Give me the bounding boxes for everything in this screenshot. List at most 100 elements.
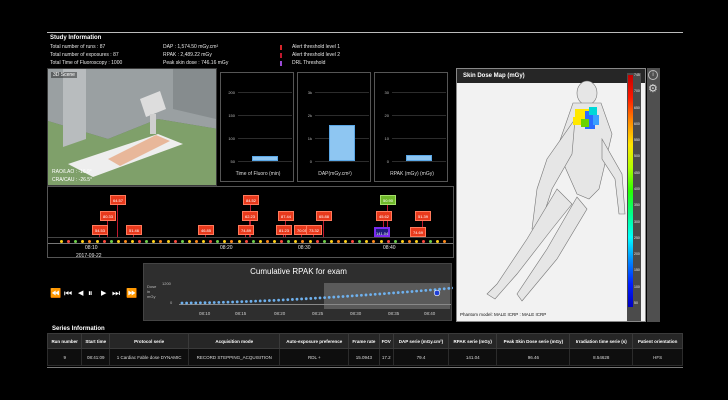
rpak-label: RPAK (mGy) (mGy)	[390, 171, 434, 177]
colorbar-label: 550	[634, 138, 640, 143]
fast-backward-icon[interactable]: ⏪	[50, 288, 62, 298]
cumulative-axis	[179, 304, 451, 305]
xtick-label: 08:40	[424, 311, 436, 316]
skip-backward-icon[interactable]: ◀	[78, 290, 84, 297]
timeline-label: 08:30	[298, 245, 311, 251]
timeline-axis-secondary	[48, 237, 453, 238]
cumulative-point	[424, 288, 428, 292]
cumulative-point	[383, 292, 386, 296]
column-header[interactable]: Auto-exposure preference	[279, 333, 350, 349]
gridline	[392, 138, 446, 139]
gridline	[238, 161, 292, 162]
table-cell: 08:41:09	[81, 348, 111, 366]
timeline-event-marker[interactable]: 80.33	[100, 211, 116, 221]
timeline-event-marker[interactable]: 74.89	[238, 225, 254, 235]
xtick-label: 08:10	[199, 311, 211, 316]
scene-title: 3D Scene	[51, 72, 77, 78]
timeline-event-marker[interactable]: 64.57	[110, 195, 126, 205]
event-dot	[301, 240, 305, 243]
table-cell: 17.2	[378, 348, 394, 366]
current-point[interactable]	[433, 289, 441, 297]
fast-forward-icon[interactable]: ⏩	[126, 288, 138, 298]
step-backward-icon[interactable]: ⏮	[64, 288, 73, 298]
cumulative-chart[interactable]: Cumulative RPAK for exam Dose in mGy 120…	[143, 263, 453, 321]
column-header[interactable]: Acquisition mode	[188, 333, 281, 349]
3d-scene-panel[interactable]: 3D Scene RAO/LAO : -16.9° CRA/CAU : -26.…	[47, 68, 217, 186]
pause-icon[interactable]: ⏸	[88, 288, 93, 298]
cumulative-point	[258, 299, 262, 303]
timeline-event-marker[interactable]: 141.04	[374, 227, 390, 237]
timeline-event-marker[interactable]: 51.46	[126, 225, 142, 235]
event-dot	[436, 240, 440, 243]
cumulative-plot	[180, 286, 453, 305]
3d-scene-view	[48, 69, 216, 185]
timeline-event-marker[interactable]: 46.85	[198, 225, 214, 235]
column-header[interactable]: Protocol serie	[109, 333, 190, 349]
legend-label: Alert threshold level 2	[292, 52, 341, 58]
event-dot	[429, 240, 433, 243]
info-icon[interactable]: i	[648, 70, 658, 80]
timeline-event-marker[interactable]: 54.53	[92, 225, 108, 235]
timeline-panel[interactable]: 64.57 80.33 54.53 51.46 46.85 84.52 62.23 87.44…	[47, 186, 454, 259]
event-dot	[67, 240, 71, 243]
colorbar-label: 500	[634, 154, 640, 159]
colorbar-label: 150	[634, 268, 640, 273]
cumulative-point	[337, 295, 340, 299]
timeline-event-marker[interactable]: 50.90	[380, 195, 396, 205]
cumulative-point	[249, 299, 253, 303]
cumulative-point	[222, 300, 225, 304]
gridline	[238, 138, 292, 139]
timeline-event-marker[interactable]: 81.23	[276, 225, 292, 235]
gear-icon[interactable]: ⚙	[648, 83, 658, 95]
timeline-event-marker[interactable]: 51.39	[415, 211, 431, 221]
total-fluoro-time: Total Time of Fluoroscopy : 1000	[50, 60, 123, 66]
column-header[interactable]: Patient orientation	[632, 333, 683, 349]
cumulative-point	[180, 301, 184, 305]
column-header[interactable]: Run number	[46, 333, 83, 349]
colorbar-label: 745	[634, 73, 640, 77]
cumulative-point	[286, 298, 290, 302]
timeline-event-marker[interactable]: 45.62	[376, 211, 392, 221]
cumulative-point	[185, 301, 188, 305]
cumulative-point	[245, 300, 248, 303]
cumulative-point	[442, 287, 446, 291]
tick-label: 50	[230, 159, 235, 164]
timeline-event-marker[interactable]: 74.69	[410, 227, 426, 237]
timeline-event-marker[interactable]: 87.44	[278, 211, 294, 221]
event-dot	[315, 240, 319, 243]
timeline-event-marker[interactable]: 73.32	[306, 225, 322, 235]
rpak-total: RPAK : 2,489.22 mGy	[163, 52, 212, 58]
skip-forward-icon[interactable]: ▶	[101, 290, 107, 297]
column-header[interactable]: FOV	[378, 333, 394, 349]
column-header[interactable]: Irradiation time serie (s)	[569, 333, 634, 349]
column-header[interactable]: DAP serie (mGy.cm²)	[392, 333, 450, 349]
cumulative-point	[291, 298, 294, 301]
cumulative-point	[235, 300, 239, 304]
timeline-event-marker[interactable]: 65.88	[316, 211, 332, 221]
cumulative-point	[438, 287, 441, 291]
legend-swatch	[280, 45, 282, 50]
column-header[interactable]: Start time	[81, 333, 111, 349]
fluoro-time-bar	[252, 156, 278, 161]
cumulative-point	[415, 289, 418, 293]
cumulative-point	[378, 292, 382, 296]
column-header[interactable]: Frame rate	[348, 333, 380, 349]
column-header[interactable]: RPAK serie (mGy)	[448, 333, 498, 349]
total-exposures: Total number of exposures : 87	[50, 52, 119, 58]
xtick-label: 08:15	[235, 311, 247, 316]
event-dot	[251, 240, 255, 243]
cumulative-point	[272, 298, 276, 302]
step-forward-icon[interactable]: ⏭	[112, 288, 121, 298]
cumulative-point	[231, 300, 234, 304]
gridline	[315, 115, 369, 116]
event-dot	[194, 240, 198, 243]
skin-dose-map-panel[interactable]: Skin Dose Map (mGy) 745 700 650 600 550 500 45…	[456, 68, 646, 322]
phantom-model-label: Phantom model: MALE ICRP : MALE ICRP	[460, 312, 547, 317]
timeline-event-marker[interactable]: 62.23	[242, 211, 258, 221]
timeline-event-marker[interactable]: 84.52	[243, 195, 259, 205]
event-dot	[351, 240, 355, 243]
column-header[interactable]: Peak Skin Dose serie (mGy)	[496, 333, 571, 349]
skin-map-sidebar	[647, 68, 660, 322]
event-dot	[187, 240, 191, 243]
table-row[interactable]: 9 08:41:09 1 Cardiac Fable dose DYNAMIC …	[46, 348, 683, 366]
